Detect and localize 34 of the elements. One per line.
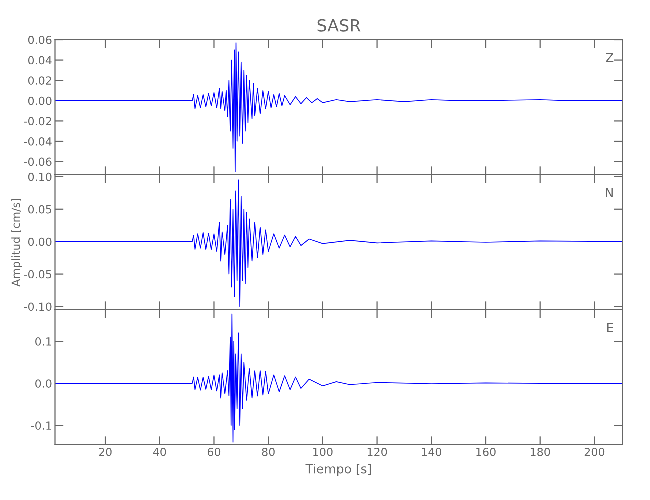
y-tick-label: 0.0 (36, 380, 52, 388)
x-tick-label: 160 (476, 448, 496, 456)
annotation: N (606, 188, 613, 198)
line-series (55, 314, 623, 443)
y-tick-label: 0.1 (36, 338, 52, 346)
line-series (55, 180, 623, 308)
y-tick-label: -0.05 (24, 270, 52, 279)
y-tick-label: -0.1 (31, 422, 52, 430)
x-tick-label: 60 (208, 448, 221, 456)
y-tick-label: -0.10 (24, 302, 52, 312)
x-tick-label: 80 (262, 448, 275, 456)
x-axis-title: Tiempo [s] (306, 464, 372, 476)
annotation: E (608, 323, 614, 332)
y-tick-label: 0.02 (28, 76, 52, 85)
x-tick-label: 40 (153, 448, 166, 456)
x-tick-label: 120 (368, 448, 388, 456)
y-tick-label: 0.05 (28, 205, 52, 214)
x-tick-label: 200 (584, 448, 605, 456)
chart-title: SASR (318, 19, 361, 32)
y-tick-label: -0.04 (24, 137, 52, 146)
y-tick-label: 0.00 (28, 96, 52, 106)
x-tick-label: 100 (314, 448, 333, 456)
y-axis-title: Amplitud [cm/s] (12, 199, 22, 287)
line-series (55, 42, 623, 172)
y-tick-label: 0.06 (28, 36, 52, 44)
x-tick-label: 180 (530, 448, 550, 456)
x-tick-label: 20 (99, 448, 112, 456)
y-tick-label: -0.02 (24, 117, 52, 126)
x-tick-label: 140 (422, 448, 442, 456)
y-tick-label: 0.10 (28, 172, 52, 182)
annotation: Z (606, 53, 614, 62)
y-tick-label: 0.00 (28, 238, 52, 246)
y-tick-label: 0.04 (28, 56, 52, 65)
y-tick-label: -0.06 (24, 158, 52, 166)
